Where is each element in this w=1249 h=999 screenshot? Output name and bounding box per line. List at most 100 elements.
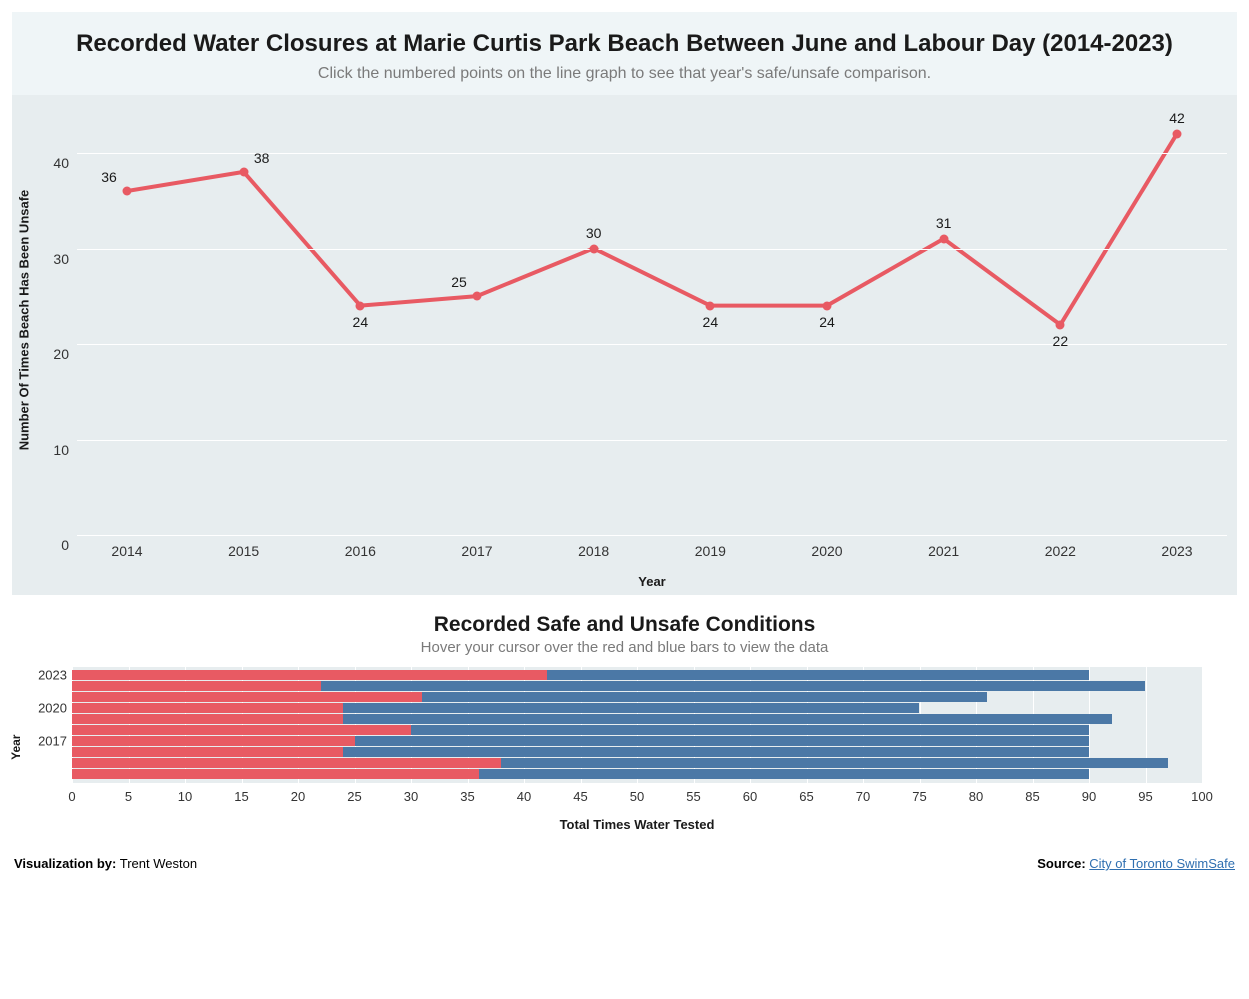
line-chart-point-label: 22	[1053, 333, 1069, 349]
line-chart-x-tick: 2017	[461, 543, 492, 559]
bar-chart: Year Total Times Water Tested 0510152025…	[12, 662, 1237, 838]
bar-chart-x-tick: 75	[912, 789, 926, 804]
line-chart-x-tick: 2018	[578, 543, 609, 559]
line-chart-gridline	[77, 153, 1227, 154]
bar-chart-row	[72, 758, 1202, 768]
line-chart-x-tick: 2023	[1161, 543, 1192, 559]
bar-segment-unsafe[interactable]	[72, 681, 321, 691]
line-chart-x-tick: 2015	[228, 543, 259, 559]
line-chart-x-tick: 2022	[1045, 543, 1076, 559]
bar-chart-x-tick: 100	[1191, 789, 1213, 804]
bar-segment-unsafe[interactable]	[72, 769, 479, 779]
bar-chart-x-tick: 70	[856, 789, 870, 804]
bar-chart-x-tick: 80	[969, 789, 983, 804]
bar-chart-row	[72, 769, 1202, 779]
bar-chart-row	[72, 747, 1202, 757]
footer-viz-by-label: Visualization by:	[14, 856, 116, 871]
bar-chart-y-tick: 2017	[38, 734, 67, 749]
line-chart-x-tick: 2021	[928, 543, 959, 559]
bar-segment-safe[interactable]	[355, 736, 1090, 746]
bar-chart-plot	[72, 667, 1202, 783]
line-chart-point-label: 24	[353, 314, 369, 330]
bar-chart-x-tick: 45	[573, 789, 587, 804]
bar-segment-unsafe[interactable]	[72, 736, 355, 746]
bar-chart-subtitle: Hover your cursor over the red and blue …	[12, 639, 1237, 656]
line-chart-point[interactable]	[706, 301, 715, 310]
bar-segment-unsafe[interactable]	[72, 692, 422, 702]
bar-chart-row	[72, 736, 1202, 746]
line-chart: Number Of Times Beach Has Been Unsafe 01…	[12, 95, 1237, 595]
bar-chart-title: Recorded Safe and Unsafe Conditions	[12, 613, 1237, 637]
bar-chart-x-tick: 25	[347, 789, 361, 804]
bar-segment-safe[interactable]	[479, 769, 1089, 779]
line-chart-point[interactable]	[473, 292, 482, 301]
line-chart-point[interactable]	[1056, 320, 1065, 329]
bar-chart-x-tick: 40	[517, 789, 531, 804]
bar-segment-unsafe[interactable]	[72, 703, 343, 713]
bar-segment-safe[interactable]	[547, 670, 1089, 680]
line-chart-y-tick: 10	[53, 442, 69, 458]
line-chart-polyline	[127, 134, 1177, 325]
bar-chart-x-tick: 90	[1082, 789, 1096, 804]
bar-segment-unsafe[interactable]	[72, 747, 343, 757]
line-chart-point[interactable]	[356, 301, 365, 310]
line-chart-y-tick: 30	[53, 251, 69, 267]
line-chart-subtitle: Click the numbered points on the line gr…	[52, 65, 1197, 83]
line-chart-point[interactable]	[1173, 129, 1182, 138]
line-chart-header: Recorded Water Closures at Marie Curtis …	[12, 12, 1237, 95]
line-chart-x-axis: Year 20142015201620172018201920202021202…	[77, 535, 1227, 595]
line-chart-x-tick: 2020	[811, 543, 842, 559]
bar-chart-x-tick: 15	[234, 789, 248, 804]
bar-chart-row	[72, 681, 1202, 691]
bar-chart-row	[72, 703, 1202, 713]
line-chart-point-label: 30	[586, 225, 602, 241]
footer-source: Source: City of Toronto SwimSafe	[1037, 856, 1235, 871]
bar-chart-row	[72, 692, 1202, 702]
line-chart-point-label: 36	[101, 169, 117, 185]
line-chart-point-label: 38	[254, 150, 270, 166]
bar-segment-safe[interactable]	[501, 758, 1168, 768]
footer-source-label: Source:	[1037, 856, 1085, 871]
bar-chart-x-tick: 60	[743, 789, 757, 804]
line-chart-point[interactable]	[823, 301, 832, 310]
bar-chart-y-tick: 2023	[38, 668, 67, 683]
bar-segment-unsafe[interactable]	[72, 725, 411, 735]
bar-chart-row	[72, 725, 1202, 735]
bar-chart-x-label: Total Times Water Tested	[560, 817, 715, 832]
bar-segment-safe[interactable]	[343, 703, 919, 713]
line-chart-point[interactable]	[589, 244, 598, 253]
line-chart-point[interactable]	[123, 187, 132, 196]
line-chart-gridline	[77, 249, 1227, 250]
line-chart-x-tick: 2016	[345, 543, 376, 559]
bar-segment-safe[interactable]	[422, 692, 987, 702]
bar-segment-safe[interactable]	[411, 725, 1089, 735]
bar-segment-unsafe[interactable]	[72, 670, 547, 680]
bar-chart-x-tick: 85	[1025, 789, 1039, 804]
bar-segment-safe[interactable]	[343, 747, 1089, 757]
bar-segment-unsafe[interactable]	[72, 714, 343, 724]
bar-chart-x-axis: Total Times Water Tested 051015202530354…	[72, 783, 1202, 838]
line-chart-point[interactable]	[239, 168, 248, 177]
bar-chart-x-tick: 5	[125, 789, 132, 804]
bar-chart-x-tick: 0	[68, 789, 75, 804]
line-chart-y-tick: 0	[61, 537, 69, 553]
line-chart-plot: 36382425302424312242	[77, 105, 1227, 535]
line-chart-point-label: 42	[1169, 110, 1185, 126]
bar-chart-x-tick: 35	[460, 789, 474, 804]
bar-segment-safe[interactable]	[343, 714, 1111, 724]
bar-chart-row	[72, 714, 1202, 724]
line-chart-x-label: Year	[638, 574, 665, 589]
bar-chart-gridline	[1202, 667, 1203, 783]
footer: Visualization by: Trent Weston Source: C…	[12, 856, 1237, 871]
bar-segment-safe[interactable]	[321, 681, 1146, 691]
bar-chart-x-tick: 50	[630, 789, 644, 804]
bar-segment-unsafe[interactable]	[72, 758, 501, 768]
line-chart-point[interactable]	[939, 234, 948, 243]
bar-chart-y-tick: 2020	[38, 701, 67, 716]
footer-source-link[interactable]: City of Toronto SwimSafe	[1089, 856, 1235, 871]
bar-chart-header: Recorded Safe and Unsafe Conditions Hove…	[12, 613, 1237, 656]
bar-chart-x-tick: 65	[799, 789, 813, 804]
bar-chart-x-tick: 10	[178, 789, 192, 804]
line-chart-point-label: 31	[936, 215, 952, 231]
line-chart-svg	[77, 105, 1227, 535]
